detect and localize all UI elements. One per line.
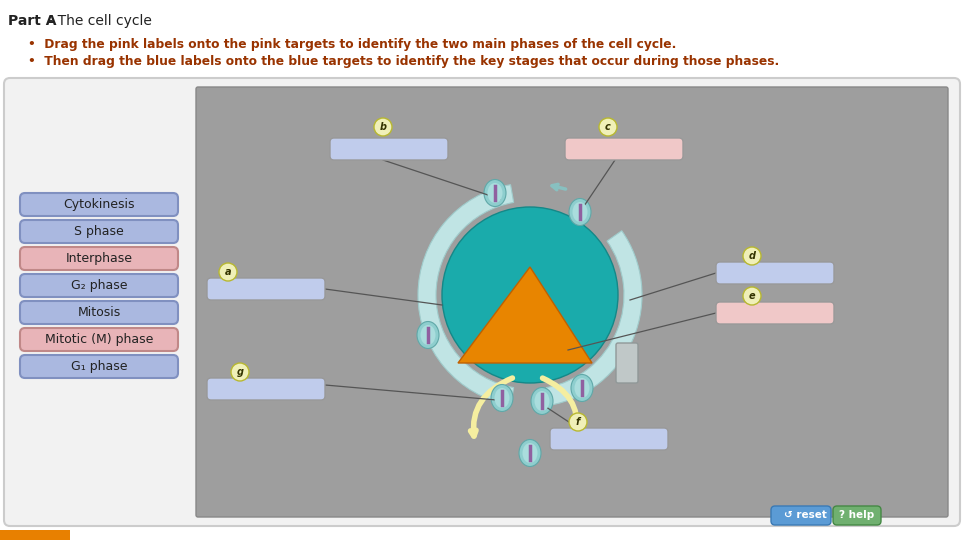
Ellipse shape (484, 179, 506, 206)
Ellipse shape (569, 199, 591, 226)
Text: - The cell cycle: - The cell cycle (44, 14, 152, 28)
Text: ? help: ? help (840, 510, 874, 521)
Ellipse shape (417, 321, 439, 348)
FancyBboxPatch shape (20, 247, 178, 270)
Wedge shape (418, 185, 514, 406)
Circle shape (219, 263, 237, 281)
Text: b: b (380, 122, 387, 132)
Circle shape (442, 207, 618, 383)
Text: c: c (605, 122, 611, 132)
Ellipse shape (495, 388, 510, 408)
FancyBboxPatch shape (716, 262, 834, 284)
Ellipse shape (519, 440, 541, 467)
Ellipse shape (534, 391, 549, 411)
Ellipse shape (420, 325, 436, 345)
Text: Interphase: Interphase (66, 252, 132, 265)
Text: •  Then drag the blue labels onto the blue targets to identify the key stages th: • Then drag the blue labels onto the blu… (28, 55, 779, 68)
Text: f: f (576, 417, 580, 427)
Circle shape (231, 363, 249, 381)
Wedge shape (547, 231, 642, 406)
FancyBboxPatch shape (616, 343, 638, 383)
FancyBboxPatch shape (20, 301, 178, 324)
FancyBboxPatch shape (207, 278, 325, 300)
FancyBboxPatch shape (565, 138, 683, 160)
FancyBboxPatch shape (207, 378, 325, 400)
Text: d: d (748, 251, 756, 261)
Text: a: a (225, 267, 231, 277)
Circle shape (599, 118, 617, 136)
FancyBboxPatch shape (4, 78, 960, 526)
Text: G₂ phase: G₂ phase (70, 279, 127, 292)
FancyBboxPatch shape (330, 138, 448, 160)
Text: G₁ phase: G₁ phase (70, 360, 127, 373)
Circle shape (374, 118, 392, 136)
Text: Cytokinesis: Cytokinesis (64, 198, 135, 211)
Circle shape (743, 287, 761, 305)
FancyBboxPatch shape (20, 274, 178, 297)
Bar (0, 530, 70, 540)
Ellipse shape (575, 378, 590, 398)
Text: •  Drag the pink labels onto the pink targets to identify the two main phases of: • Drag the pink labels onto the pink tar… (28, 38, 677, 51)
Ellipse shape (522, 443, 538, 463)
Ellipse shape (571, 375, 593, 402)
Text: g: g (236, 367, 244, 377)
Text: ↺ reset: ↺ reset (784, 510, 827, 521)
Text: Mitotic (M) phase: Mitotic (M) phase (44, 333, 153, 346)
Ellipse shape (573, 202, 587, 222)
FancyBboxPatch shape (20, 193, 178, 216)
Circle shape (569, 413, 587, 431)
FancyBboxPatch shape (20, 328, 178, 351)
FancyBboxPatch shape (716, 302, 834, 324)
Circle shape (743, 247, 761, 265)
FancyBboxPatch shape (550, 428, 668, 450)
FancyBboxPatch shape (20, 355, 178, 378)
Ellipse shape (488, 183, 502, 203)
Ellipse shape (531, 388, 553, 415)
Text: Part A: Part A (8, 14, 57, 28)
Text: S phase: S phase (74, 225, 124, 238)
FancyBboxPatch shape (196, 87, 948, 517)
Text: e: e (749, 291, 756, 301)
FancyBboxPatch shape (833, 506, 881, 525)
Ellipse shape (491, 384, 513, 411)
FancyBboxPatch shape (20, 220, 178, 243)
FancyBboxPatch shape (771, 506, 831, 525)
Text: Mitosis: Mitosis (77, 306, 120, 319)
Polygon shape (458, 267, 592, 363)
